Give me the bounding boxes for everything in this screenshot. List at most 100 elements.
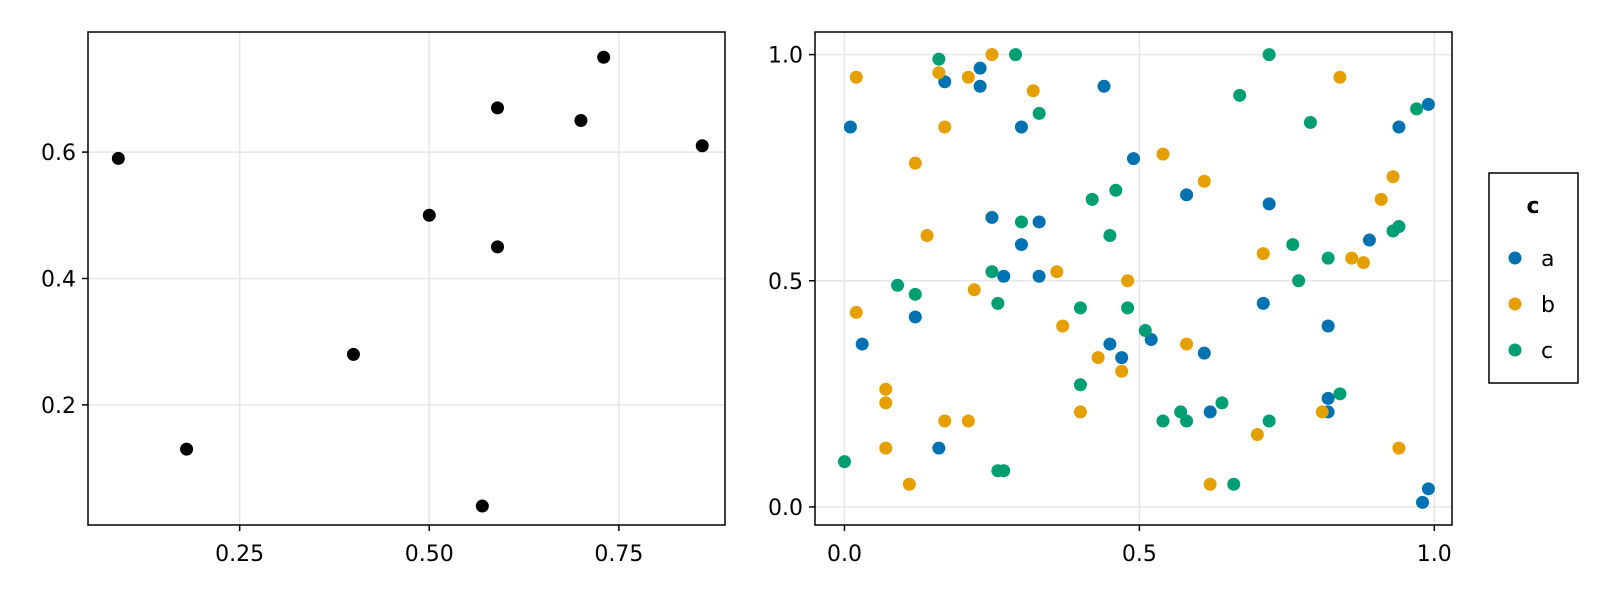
point-b (1374, 192, 1388, 206)
point-b (1197, 174, 1211, 188)
legend-marker-a (1508, 251, 1522, 265)
x-tick-label: 0.5 (1122, 542, 1157, 567)
point-a (973, 61, 987, 75)
point-series (111, 151, 125, 165)
point-c (1303, 115, 1317, 129)
left-scatter-panel: 0.25 0.50 0.75 0.2 0.4 0.6 (41, 31, 726, 567)
point-a (1127, 152, 1140, 166)
point-c (1073, 378, 1087, 392)
point-a (1203, 405, 1217, 419)
point-b (879, 396, 893, 410)
point-b (1073, 405, 1087, 419)
point-b (938, 414, 952, 428)
point-b (1386, 170, 1400, 184)
point-b (1091, 351, 1105, 365)
y-tick-label: 0.6 (41, 141, 76, 166)
y-tick-label: 0.2 (41, 394, 76, 419)
legend-marker-c (1508, 343, 1522, 357)
point-c (1286, 238, 1300, 252)
point-c (1138, 324, 1152, 338)
point-a (1262, 197, 1276, 211)
legend-label-a: a (1541, 247, 1554, 272)
point-c (1009, 48, 1023, 62)
point-c (1103, 229, 1117, 243)
point-series (346, 347, 360, 361)
x-tick-label: 0.75 (594, 542, 643, 567)
plot-frame (814, 31, 1453, 526)
point-c (985, 265, 999, 279)
point-b (961, 70, 975, 84)
point-b (849, 70, 863, 84)
point-a (1256, 296, 1270, 310)
point-a (1115, 351, 1129, 365)
x-tick-label: 0.0 (827, 542, 862, 567)
point-b (1256, 247, 1270, 261)
point-b (879, 441, 893, 455)
point-b (961, 414, 975, 428)
point-c (1392, 219, 1406, 233)
point-b (920, 229, 934, 243)
point-b (908, 156, 922, 170)
point-b (932, 66, 946, 80)
point-b (879, 382, 893, 396)
point-c (891, 278, 905, 292)
point-series (180, 442, 194, 456)
point-b (1357, 256, 1371, 270)
point-a (1321, 391, 1335, 405)
point-a (973, 79, 987, 93)
point-b (1180, 337, 1194, 351)
point-c (1073, 301, 1087, 315)
point-a (997, 269, 1011, 283)
point-series (475, 499, 489, 513)
point-c (1109, 183, 1123, 197)
legend-marker-b (1508, 297, 1522, 311)
right-scatter-panel: 0.0 0.5 1.0 0.0 0.5 1.0 (768, 31, 1453, 567)
point-c (932, 52, 946, 66)
point-c (1292, 274, 1306, 288)
point-c (908, 287, 922, 301)
legend-label-b: b (1541, 293, 1555, 318)
point-c (1227, 477, 1241, 491)
point-b (1050, 265, 1064, 279)
point-c (1180, 414, 1194, 428)
point-a (1014, 238, 1028, 252)
point-a (1362, 233, 1376, 247)
point-b (849, 305, 863, 319)
point-b (967, 283, 981, 297)
y-tick-label: 0.4 (41, 268, 76, 293)
legend-title: c (1526, 194, 1539, 219)
point-series (491, 101, 504, 115)
x-tick-label: 0.50 (405, 542, 454, 567)
point-a (1097, 79, 1111, 93)
plot-frame (87, 31, 726, 526)
point-c (1262, 414, 1276, 428)
legend-frame (1488, 172, 1579, 384)
point-a (855, 337, 869, 351)
point-c (1014, 215, 1028, 229)
point-b (1203, 477, 1217, 491)
point-a (1103, 337, 1117, 351)
legend: c abc (1488, 172, 1579, 384)
point-a (1416, 495, 1430, 509)
point-a (932, 441, 946, 455)
point-b (1315, 405, 1329, 419)
point-c (1410, 102, 1424, 116)
point-a (1014, 120, 1028, 134)
y-tick-label: 1.0 (768, 44, 803, 69)
point-a (985, 210, 999, 224)
point-c (1262, 48, 1276, 62)
x-tick-label: 1.0 (1417, 542, 1452, 567)
point-series (597, 50, 611, 64)
point-b (1333, 70, 1347, 84)
point-b (1056, 319, 1070, 333)
point-a (1421, 482, 1435, 496)
point-b (1121, 274, 1135, 288)
y-tick-label: 0.0 (768, 496, 803, 521)
point-series (491, 240, 504, 254)
point-series (422, 208, 436, 222)
point-c (1121, 301, 1135, 315)
point-a (843, 120, 857, 134)
point-c (1333, 387, 1347, 401)
point-a (1197, 346, 1211, 360)
